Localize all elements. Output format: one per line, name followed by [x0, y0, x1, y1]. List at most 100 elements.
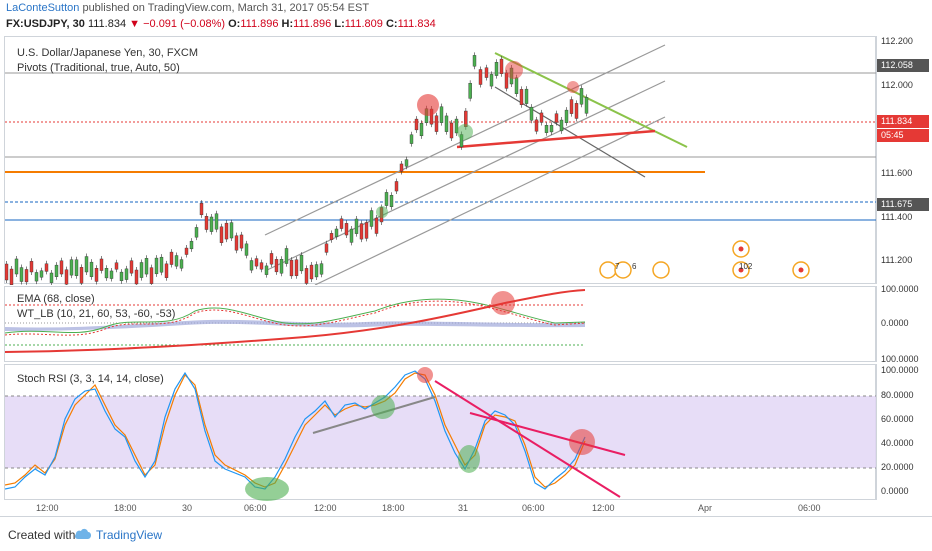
- high-value: 111.896: [293, 18, 332, 30]
- candle: [494, 62, 499, 76]
- ema-chart[interactable]: [5, 287, 877, 363]
- buy-marker: [245, 477, 289, 501]
- axis-tick: 100.0000: [881, 354, 919, 364]
- wt-line-red: [5, 300, 586, 336]
- candle: [339, 218, 344, 229]
- candle: [114, 262, 119, 270]
- ema-title[interactable]: EMA (68, close): [17, 293, 95, 305]
- time-tick: 12:00: [314, 503, 337, 513]
- price-axis[interactable]: 112.200 112.000 111.600 111.400 111.200 …: [876, 36, 932, 284]
- candle: [374, 217, 379, 234]
- flag-icon[interactable]: [614, 261, 632, 279]
- candle: [574, 103, 579, 119]
- buy-marker: [458, 445, 480, 473]
- candle: [99, 258, 104, 271]
- candle: [54, 264, 59, 277]
- channel-line: [314, 116, 666, 285]
- stoch-chart[interactable]: [5, 365, 877, 501]
- event-icons[interactable]: [599, 240, 810, 279]
- published-text: published on TradingView.com, March 31, …: [79, 2, 370, 14]
- ema-axis[interactable]: 100.0000 0.0000 100.0000: [876, 284, 932, 364]
- candle: [564, 109, 569, 123]
- candle: [159, 256, 164, 273]
- candle: [164, 263, 169, 278]
- candle: [414, 118, 419, 131]
- buy-marker: [376, 206, 388, 218]
- candle: [529, 106, 534, 121]
- candle: [259, 262, 264, 270]
- price-pane[interactable]: 7 6 102 U.S. Dollar/Japanese Yen, 30, FX…: [4, 36, 877, 285]
- time-tick: 12:00: [36, 503, 59, 513]
- candle: [9, 268, 14, 285]
- flag-icon[interactable]: [652, 261, 670, 279]
- ema-pane[interactable]: EMA (68, close) WT_LB (10, 21, 60, 53, -…: [4, 286, 876, 362]
- candle: [219, 226, 224, 243]
- time-tick: 18:00: [114, 503, 137, 513]
- footer: Created with TradingView: [0, 516, 932, 551]
- event-count: 7: [615, 262, 620, 271]
- axis-tick: 0.0000: [881, 486, 909, 496]
- candle: [409, 134, 414, 144]
- candle: [169, 251, 174, 265]
- time-tick: Apr: [698, 503, 713, 513]
- candle: [569, 99, 574, 114]
- close-value: 111.834: [397, 18, 436, 30]
- ohlc-line: FX:USDJPY, 30 111.834 ▼ −0.091 (−0.08%) …: [6, 18, 436, 30]
- candle: [359, 223, 364, 240]
- price-tag: 111.834: [877, 115, 929, 128]
- candle: [14, 258, 19, 275]
- candle: [234, 235, 239, 251]
- flag-icon[interactable]: [599, 261, 617, 279]
- candle: [404, 159, 409, 167]
- candle: [144, 258, 149, 275]
- low-label: L:: [334, 18, 345, 30]
- axis-tick: 60.0000: [881, 414, 914, 424]
- time-tick: 12:00: [592, 503, 615, 513]
- time-tick: 06:00: [244, 503, 267, 513]
- candle: [329, 233, 334, 240]
- candle: [69, 259, 74, 276]
- candle: [384, 192, 389, 206]
- candle: [544, 125, 549, 133]
- candle: [279, 259, 284, 274]
- candle: [229, 222, 234, 239]
- symbol-label[interactable]: FX:USDJPY, 30: [6, 18, 85, 30]
- time-tag: 05:45: [877, 129, 929, 142]
- candle: [119, 271, 124, 282]
- candle: [449, 122, 454, 139]
- stoch-pane[interactable]: Stoch RSI (3, 3, 14, 14, close): [4, 364, 877, 501]
- indicator-title[interactable]: Pivots (Traditional, true, Auto, 50): [17, 62, 180, 74]
- stoch-title[interactable]: Stoch RSI (3, 3, 14, 14, close): [17, 373, 164, 385]
- sell-marker: [491, 291, 515, 315]
- candle: [319, 263, 324, 275]
- chart-header: LaConteSutton published on TradingView.c…: [0, 0, 932, 36]
- buy-marker: [371, 395, 395, 419]
- candle: [559, 119, 564, 132]
- stoch-d-line: [5, 372, 586, 488]
- candle: [309, 264, 314, 280]
- wt-histogram: [5, 319, 585, 331]
- candle: [439, 106, 444, 123]
- candle: [59, 260, 64, 275]
- author-link[interactable]: LaConteSutton: [6, 2, 80, 14]
- candle: [519, 89, 524, 105]
- high-label: H:: [281, 18, 294, 30]
- symbol-title[interactable]: U.S. Dollar/Japanese Yen, 30, FXCM: [17, 47, 198, 59]
- candle: [174, 255, 179, 267]
- candle: [89, 261, 94, 277]
- trend-line-red: [469, 412, 626, 456]
- candle: [514, 77, 519, 94]
- wt-title[interactable]: WT_LB (10, 21, 60, 53, -60, -53): [17, 308, 176, 320]
- candle: [244, 243, 249, 256]
- candle: [29, 261, 34, 273]
- candle: [284, 248, 289, 264]
- candle: [294, 259, 299, 276]
- candle: [224, 222, 229, 240]
- price-chart[interactable]: 7 6 102: [5, 37, 877, 285]
- candle: [314, 264, 319, 278]
- stoch-axis[interactable]: 100.0000 80.0000 60.0000 40.0000 20.0000…: [876, 364, 932, 500]
- candle: [5, 263, 9, 281]
- candle: [364, 222, 369, 239]
- tradingview-brand-link[interactable]: TradingView: [96, 528, 163, 542]
- ema-line: [5, 289, 586, 353]
